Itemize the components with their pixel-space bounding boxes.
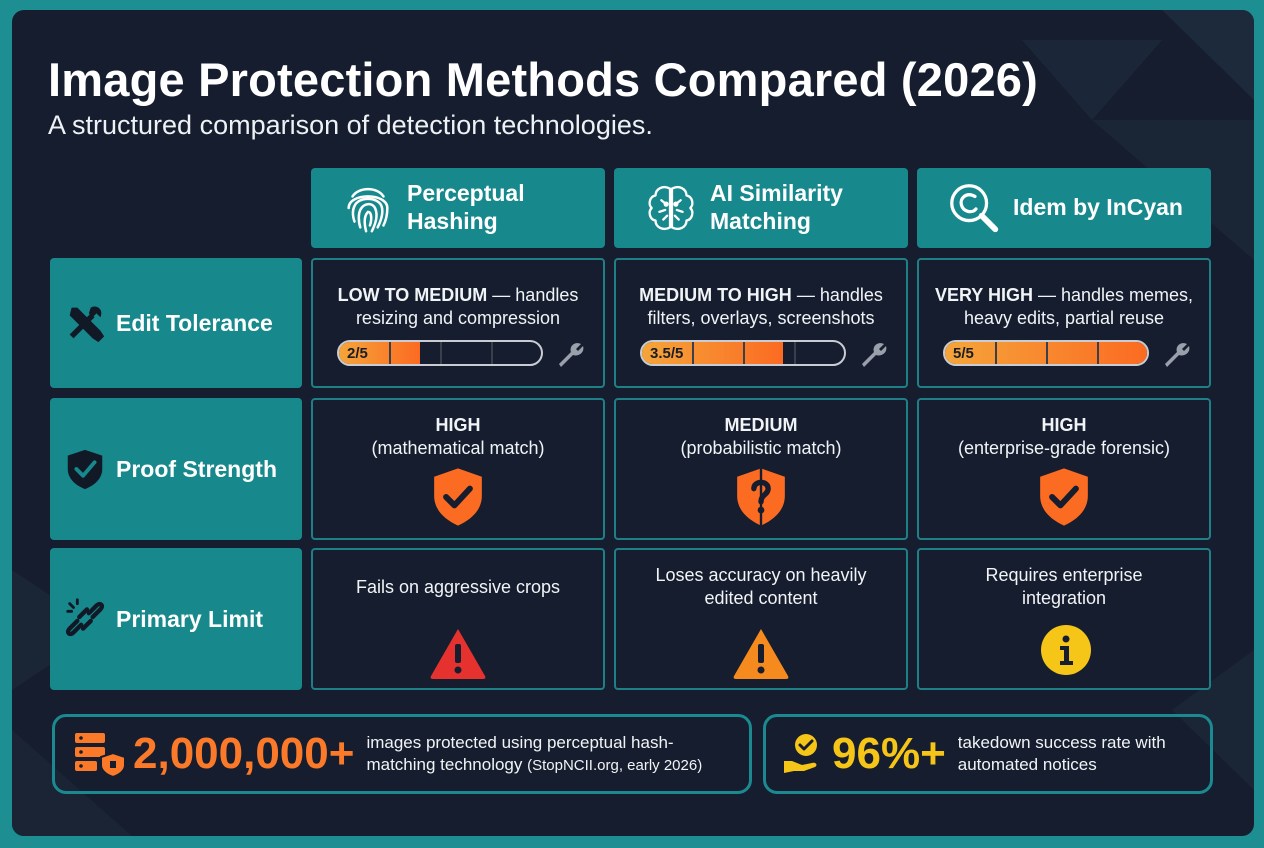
server-shield-icon xyxy=(75,733,126,779)
row-header-edit-tolerance: Edit Tolerance xyxy=(50,258,302,388)
level-desc: — handles memes, xyxy=(1037,285,1194,305)
cell-edit-tolerance-perceptual: LOW TO MEDIUM — handles resizing and com… xyxy=(311,258,605,388)
magnifier-icon xyxy=(950,184,999,233)
column-header-idem: Idem by InCyan xyxy=(917,168,1211,248)
score-fill xyxy=(642,342,784,364)
wrench-icon xyxy=(1165,343,1190,367)
proof-desc: (mathematical match) xyxy=(371,438,545,458)
score-label: 5/5 xyxy=(953,345,974,362)
level-desc-line2: heavy edits, partial reuse xyxy=(963,308,1165,328)
level-desc: — handles xyxy=(796,285,883,305)
row-label: Primary Limit xyxy=(116,605,263,632)
row-label: Proof Strength xyxy=(116,455,277,482)
cell-primary-limit-ai: Loses accuracy on heavily edited content xyxy=(614,548,908,690)
stat-desc-line1: images protected using perceptual hash- xyxy=(366,732,674,752)
row-label: Edit Tolerance xyxy=(116,309,273,336)
level-desc: — handles xyxy=(492,285,579,305)
cell-edit-tolerance-idem: VERY HIGH — handles memes, heavy edits, … xyxy=(917,258,1211,388)
tools-icon xyxy=(69,306,105,343)
column-header-perceptual-hashing: Perceptual Hashing xyxy=(311,168,605,248)
page-title: Image Protection Methods Compared (2026) xyxy=(48,53,1038,106)
score-bar: 3.5/5 xyxy=(640,340,846,366)
proof-desc: (probabilistic match) xyxy=(680,438,842,458)
stat-desc-line1: takedown success rate with xyxy=(957,733,1166,752)
cell-text: Loses accuracy on heavily edited content xyxy=(616,564,906,610)
cell-proof-strength-perceptual: HIGH (mathematical match) xyxy=(311,398,605,540)
limit-text: Fails on aggressive crops xyxy=(355,577,561,597)
level-desc-line2: filters, overlays, screenshots xyxy=(647,308,875,328)
score-label: 2/5 xyxy=(347,345,368,362)
stat-description: takedown success rate with automated not… xyxy=(958,732,1166,776)
proof-desc: (enterprise-grade forensic) xyxy=(957,438,1171,458)
level-label: MEDIUM TO HIGH xyxy=(639,285,792,305)
limit-text-line2: edited content xyxy=(704,588,818,608)
row-header-proof-strength: Proof Strength xyxy=(50,398,302,540)
fingerprint-icon xyxy=(347,187,389,233)
cell-proof-strength-ai: MEDIUM (probabilistic match) xyxy=(614,398,908,540)
score-bar: 5/5 xyxy=(943,340,1149,366)
wrench-icon xyxy=(559,343,584,367)
cell-edit-tolerance-ai: MEDIUM TO HIGH — handles filters, overla… xyxy=(614,258,908,388)
wrench-icon xyxy=(862,343,887,367)
cell-text: MEDIUM TO HIGH — handles filters, overla… xyxy=(616,284,906,330)
score-bar: 2/5 xyxy=(337,340,543,366)
hand-check-icon xyxy=(784,734,817,773)
proof-level: HIGH xyxy=(1041,415,1087,435)
stat-description: images protected using perceptual hash- … xyxy=(366,732,702,777)
cell-text: HIGH (mathematical match) xyxy=(313,414,603,460)
brain-icon xyxy=(648,185,694,231)
limit-text: Loses accuracy on heavily xyxy=(655,565,867,585)
column-header-ai-similarity: AI Similarity Matching xyxy=(614,168,908,248)
cell-text: MEDIUM (probabilistic match) xyxy=(616,414,906,460)
cell-text: Requires enterprise integration xyxy=(919,564,1209,610)
row-header-primary-limit: Primary Limit xyxy=(50,548,302,690)
cell-primary-limit-idem: Requires enterprise integration xyxy=(917,548,1211,690)
column-label: AI Similarity Matching xyxy=(710,180,843,234)
cell-text: Fails on aggressive crops xyxy=(313,576,603,599)
proof-level: MEDIUM xyxy=(724,415,798,435)
level-label: VERY HIGH xyxy=(934,285,1033,305)
infographic-panel: Image Protection Methods Compared (2026)… xyxy=(12,10,1254,836)
column-label: Idem by InCyan xyxy=(1013,194,1183,221)
shield-check-icon xyxy=(1040,468,1088,526)
level-desc-line2: resizing and compression xyxy=(355,308,561,328)
limit-text: Requires enterprise xyxy=(985,565,1143,585)
proof-level: HIGH xyxy=(435,415,481,435)
stat-desc-line2: automated notices xyxy=(957,755,1097,774)
stat-desc-line2: matching technology xyxy=(366,754,523,774)
cell-text: VERY HIGH — handles memes, heavy edits, … xyxy=(919,284,1209,330)
cell-text: LOW TO MEDIUM — handles resizing and com… xyxy=(313,284,603,330)
score-label: 3.5/5 xyxy=(650,345,684,362)
shield-question-icon xyxy=(737,468,785,526)
stat-value: 2,000,000+ xyxy=(133,729,355,778)
cell-text: HIGH (enterprise-grade forensic) xyxy=(919,414,1209,460)
stat-source: (StopNCII.org, early 2026) xyxy=(527,756,703,774)
shield-check-icon xyxy=(434,468,482,526)
limit-text-line2: integration xyxy=(1021,588,1107,608)
level-label: LOW TO MEDIUM xyxy=(337,285,488,305)
broken-link-icon xyxy=(65,598,105,637)
cell-proof-strength-idem: HIGH (enterprise-grade forensic) xyxy=(917,398,1211,540)
shield-check-icon xyxy=(67,449,103,490)
stat-value: 96%+ xyxy=(832,729,946,778)
warning-red-icon xyxy=(430,629,486,679)
stat-images-protected: 2,000,000+ images protected using percep… xyxy=(52,714,752,794)
stat-takedown-rate: 96%+ takedown success rate with automate… xyxy=(763,714,1213,794)
score-fill xyxy=(339,342,420,364)
column-label: Perceptual Hashing xyxy=(407,180,525,234)
info-yellow-icon xyxy=(1041,625,1091,675)
cell-primary-limit-perceptual: Fails on aggressive crops xyxy=(311,548,605,690)
page-subtitle: A structured comparison of detection tec… xyxy=(48,110,653,140)
warning-orange-icon xyxy=(733,629,789,679)
